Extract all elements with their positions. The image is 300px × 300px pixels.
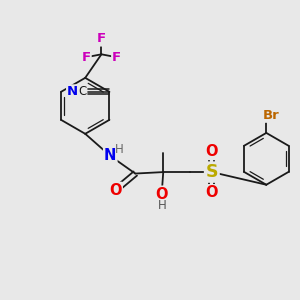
Text: F: F	[112, 51, 121, 64]
Text: F: F	[82, 51, 91, 64]
Text: H: H	[115, 143, 124, 156]
Text: N: N	[104, 148, 116, 164]
Text: O: O	[109, 183, 122, 198]
Text: O: O	[206, 144, 218, 159]
Text: Br: Br	[263, 109, 280, 122]
Text: H: H	[158, 199, 166, 212]
Text: O: O	[206, 185, 218, 200]
Text: F: F	[97, 32, 106, 46]
Text: S: S	[206, 163, 218, 181]
Text: N: N	[67, 85, 78, 98]
Text: O: O	[155, 187, 168, 202]
Text: C: C	[78, 85, 86, 98]
